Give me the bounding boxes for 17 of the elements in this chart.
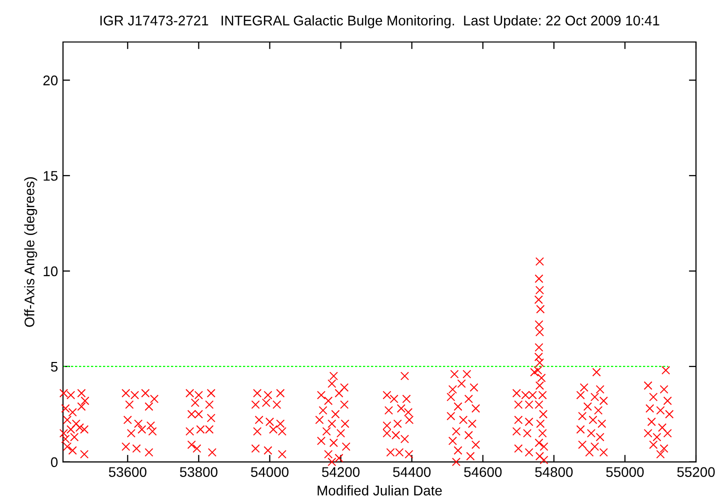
x-tick-label: 53600 [108, 467, 146, 477]
x-tick-label: 54200 [322, 467, 360, 477]
x-tick-label: 54000 [250, 467, 289, 477]
y-tick-label: 0 [50, 457, 58, 468]
x-tick-label: 55000 [606, 467, 644, 477]
y-tick-label: 10 [44, 266, 58, 276]
x-tick-label: 53800 [180, 467, 218, 477]
x-tick-label: 54400 [393, 467, 431, 477]
x-tick-label: 55200 [677, 467, 715, 477]
y-axis-title: Off-Axis Angle (degrees) [24, 177, 38, 327]
chart-title: IGR J17473-2721 INTEGRAL Galactic Bulge Monitoring. Last Update: 22 Oct 2009 10:41 [100, 15, 660, 28]
y-tick-label: 20 [43, 76, 58, 86]
x-axis-title: Modified Julian Date [318, 485, 442, 496]
x-tick-label: 54600 [464, 467, 502, 477]
y-tick-label: 5 [50, 362, 58, 372]
y-tick-label: 15 [44, 171, 58, 181]
x-tick-label: 54800 [535, 467, 573, 477]
